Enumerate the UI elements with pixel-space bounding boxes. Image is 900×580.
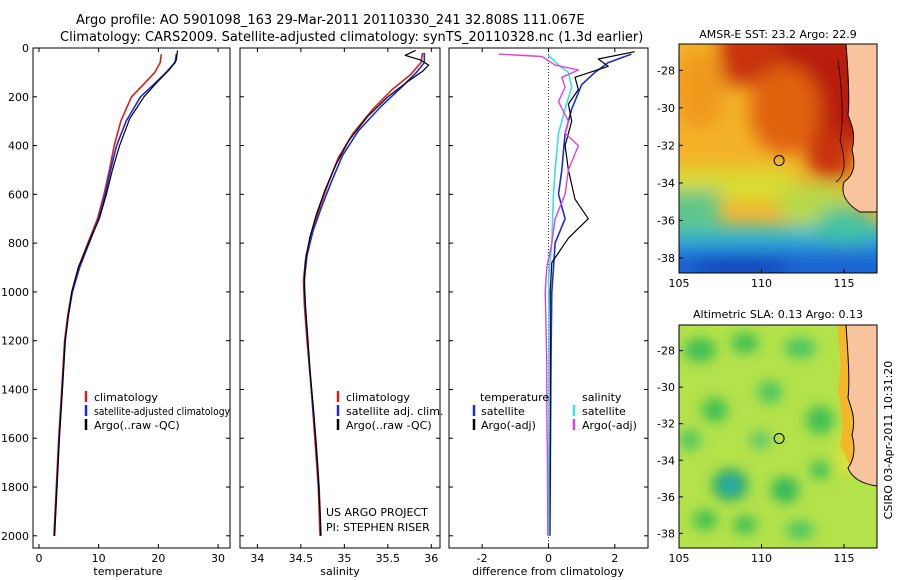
temperature-axes xyxy=(32,47,231,549)
figure-title-line2: Climatology: CARS2009. Satellite-adjuste… xyxy=(60,30,643,45)
difference-xlabel: difference from climatology xyxy=(472,565,624,578)
sst-map-ytick-label: -30 xyxy=(657,102,675,115)
depth-ytick-label: 1200 xyxy=(1,335,29,348)
legend-temp-satellite: satellite-adjusted climatology xyxy=(94,405,230,418)
sst-field xyxy=(679,44,877,273)
sst-map-xtick-label: 105 xyxy=(669,277,690,290)
legend-sal-satellite: satellite adj. clim. xyxy=(346,405,443,418)
difference-xtick-label: 0 xyxy=(545,552,552,565)
sla-map-ytick-label: -28 xyxy=(657,345,675,358)
depth-ytick-label: 800 xyxy=(8,237,29,250)
sla-map-xtick-label: 115 xyxy=(834,552,855,565)
depth-ytick-label: 1000 xyxy=(1,286,29,299)
salinity-xtick-label: 35 xyxy=(337,552,351,565)
sst-map-xtick-label: 115 xyxy=(834,277,855,290)
legend-diff-temp-header: temperature xyxy=(480,391,549,404)
sla-map-ytick-label: -38 xyxy=(657,527,675,540)
difference-legend: temperature satellite Argo(-adj) salinit… xyxy=(472,391,637,432)
salinity-xtick-label: 34.5 xyxy=(289,552,314,565)
legend-diff-temp-satellite: satellite xyxy=(481,405,525,418)
sst-map-ytick-label: -36 xyxy=(657,214,675,227)
depth-ytick-label: 600 xyxy=(8,188,29,201)
sst-map-title: AMSR-E SST: 23.2 Argo: 22.9 xyxy=(699,28,857,41)
salinity-legend: climatology satellite adj. clim. Argo(..… xyxy=(336,391,443,432)
salinity-series-argo-raw-qc xyxy=(303,49,430,536)
sst-map-frame xyxy=(678,43,878,274)
depth-ytick-label: 1400 xyxy=(1,383,29,396)
legend-diff-sal-satellite: satellite xyxy=(582,405,626,418)
salinity-xtick-label: 36 xyxy=(424,552,438,565)
legend-sal-argo: Argo(..raw -QC) xyxy=(346,419,432,432)
legend-diff-sal-argo: Argo(-adj) xyxy=(582,419,637,432)
temperature-series-argo-raw-qc xyxy=(53,50,179,536)
depth-ytick-label: 2000 xyxy=(1,530,29,543)
difference-xtick-label: -2 xyxy=(477,552,488,565)
salinity-panel: 34 34.5 35 35.5 36 salinity climatology sate… xyxy=(239,47,443,578)
sla-map-ytick-label: -34 xyxy=(657,454,675,467)
credit-line2: PI: STEPHEN RISER xyxy=(326,521,430,534)
salinity-xlabel: salinity xyxy=(320,565,360,578)
temperature-xtick-label: 10 xyxy=(92,552,106,565)
depth-ytick-label: 0 xyxy=(22,42,29,55)
legend-sal-climatology: climatology xyxy=(346,391,410,404)
sst-map-xtick-label: 110 xyxy=(751,277,772,290)
difference-series-temperature-argo-adj xyxy=(549,51,635,536)
sst-map: AMSR-E SST: 23.2 Argo: 22.9 xyxy=(657,28,878,290)
legend-diff-sal-header: salinity xyxy=(582,391,622,404)
depth-ytick-label: 400 xyxy=(8,140,29,153)
sla-map: Altimetric SLA: 0.13 Argo: 0.13 xyxy=(657,308,878,565)
sla-map-ytick-label: -32 xyxy=(657,418,675,431)
sla-map-ytick-label: -30 xyxy=(657,381,675,394)
side-timestamp-label: CSIRO 03-Apr-2011 10:31:20 xyxy=(882,361,895,520)
salinity-xtick-label: 34 xyxy=(250,552,264,565)
sla-field xyxy=(679,325,877,548)
sla-map-xtick-label: 105 xyxy=(669,552,690,565)
legend-temp-argo: Argo(..raw -QC) xyxy=(94,419,180,432)
sst-map-ytick-label: -38 xyxy=(657,252,675,265)
sla-map-title: Altimetric SLA: 0.13 Argo: 0.13 xyxy=(693,308,863,321)
depth-ytick-label: 200 xyxy=(8,91,29,104)
figure-title-line1: Argo profile: AO 5901098_163 29-Mar-2011… xyxy=(76,13,585,28)
temperature-xtick-label: 0 xyxy=(35,552,42,565)
sst-map-ytick-label: -28 xyxy=(657,64,675,77)
temperature-panel: 0 10 20 30 0 200 400 600 800 1000 1200 1400 1600 1800… xyxy=(1,42,231,578)
sst-map-ytick-label: -32 xyxy=(657,139,675,152)
sst-float-marker xyxy=(773,155,785,167)
difference-series-salinity-argo-adj xyxy=(498,53,580,536)
legend-temp-climatology: climatology xyxy=(94,391,158,404)
sst-map-ytick-label: -34 xyxy=(657,177,675,190)
difference-panel: -2 0 2 difference from climatology tempera… xyxy=(448,47,649,578)
legend-diff-temp-argo: Argo(-adj) xyxy=(481,419,536,432)
depth-ytick-label: 1800 xyxy=(1,481,29,494)
sla-map-frame xyxy=(678,324,878,549)
sla-map-xtick-label: 110 xyxy=(751,552,772,565)
temperature-xtick-label: 30 xyxy=(211,552,225,565)
sla-float-marker xyxy=(773,432,785,444)
salinity-axes xyxy=(239,47,441,549)
salinity-xtick-label: 35.5 xyxy=(376,552,401,565)
sla-map-ytick-label: -36 xyxy=(657,491,675,504)
credit-line1: US ARGO PROJECT xyxy=(326,506,428,519)
depth-ytick-label: 1600 xyxy=(1,432,29,445)
difference-xtick-label: 2 xyxy=(611,552,618,565)
temperature-xlabel: temperature xyxy=(93,565,162,578)
temperature-xtick-label: 20 xyxy=(151,552,165,565)
temperature-legend: climatology satellite-adjusted climatolo… xyxy=(84,391,230,432)
